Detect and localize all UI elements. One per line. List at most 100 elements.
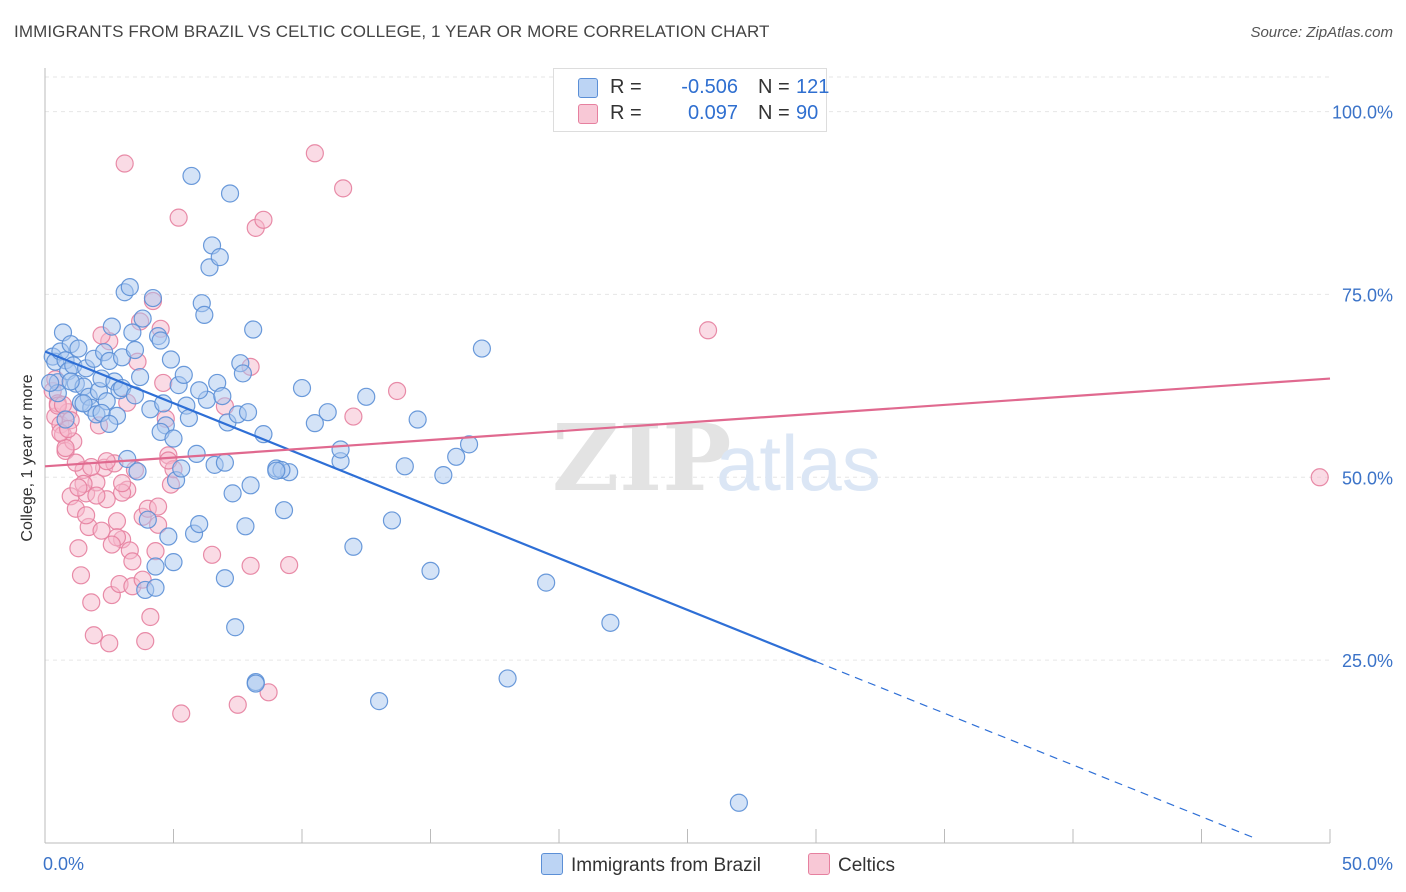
- celtics-point: [136, 632, 155, 651]
- bottom-legend-brazil: Immigrants from Brazil: [541, 853, 761, 877]
- y-tick-label: 25.0%: [1342, 651, 1393, 671]
- celtics-point: [172, 704, 191, 723]
- source-label: Source: ZipAtlas.com: [1250, 24, 1393, 41]
- brazil-point: [130, 367, 150, 387]
- brazil-point: [102, 317, 121, 336]
- brazil-point: [41, 373, 60, 393]
- brazil-point: [215, 453, 234, 472]
- brazil-point: [305, 414, 324, 433]
- brazil-point: [447, 447, 466, 466]
- brazil-point: [223, 484, 242, 503]
- brazil-point: [459, 435, 479, 454]
- brazil-point: [69, 339, 88, 358]
- brazil-point: [274, 501, 294, 520]
- celtics-point: [66, 453, 85, 472]
- watermark-atlas: atlas: [716, 419, 881, 507]
- legend-swatch-celtics: [578, 104, 598, 124]
- celtics-trend-line: [44, 377, 1331, 468]
- brazil-point: [421, 561, 440, 581]
- brazil-point: [61, 372, 80, 391]
- brazil-point: [241, 476, 260, 495]
- brazil-point: [120, 278, 139, 297]
- brazil-point: [370, 692, 389, 711]
- celtics-point: [87, 486, 106, 505]
- celtics-point: [305, 144, 324, 163]
- brazil-point: [182, 166, 201, 186]
- legend-swatch-brazil: [578, 78, 598, 98]
- brazil-point: [601, 613, 620, 632]
- brazil-point: [100, 414, 119, 433]
- celtics-point: [146, 542, 165, 561]
- bottom-label-celtics: Celtics: [838, 855, 896, 876]
- bottom-swatch-celtics: [808, 853, 830, 875]
- celtics-point: [259, 683, 278, 702]
- brazil-point: [159, 527, 178, 546]
- brazil-point: [146, 557, 165, 576]
- brazil-point: [118, 449, 137, 469]
- brazil-point: [292, 378, 312, 398]
- brazil-point: [187, 444, 206, 463]
- brazil-point: [213, 386, 232, 406]
- celtics-point: [228, 695, 247, 714]
- celtics-point: [344, 407, 363, 426]
- brazil-point: [267, 461, 286, 480]
- brazil-point: [498, 669, 517, 688]
- celtics-point: [154, 373, 173, 393]
- celtics-point: [159, 451, 178, 470]
- brazil-point: [128, 462, 147, 481]
- celtics-point: [387, 381, 407, 401]
- brazil-point: [174, 365, 193, 384]
- brazil-point: [729, 793, 749, 812]
- brazil-point: [143, 288, 163, 308]
- brazil-point: [238, 403, 258, 422]
- legend-r-value-celtics: 0.097: [687, 102, 738, 124]
- brazil-point: [125, 340, 145, 360]
- celtics-point: [169, 208, 188, 227]
- celtics-point: [102, 535, 121, 554]
- brazil-point: [344, 537, 363, 556]
- brazil-point: [331, 440, 350, 459]
- brazil-point: [215, 569, 234, 588]
- legend-r-label: R =: [610, 76, 642, 98]
- brazil-trend-extension: [815, 661, 1254, 838]
- celtics-point: [123, 552, 142, 571]
- legend-r-label: R =: [610, 102, 642, 124]
- celtics-point: [202, 545, 222, 564]
- brazil-point: [195, 305, 214, 325]
- legend-r-value-brazil: -0.506: [681, 76, 738, 98]
- brazil-point: [318, 403, 337, 422]
- brazil-point: [395, 457, 414, 476]
- brazil-point: [146, 578, 165, 597]
- brazil-point: [220, 184, 240, 203]
- celtics-point: [92, 521, 111, 540]
- brazil-point: [164, 553, 183, 572]
- brazil-point: [236, 517, 255, 536]
- brazil-point: [382, 511, 402, 530]
- brazil-point: [210, 248, 229, 267]
- brazil-trend-line: [44, 350, 817, 663]
- brazil-point: [434, 465, 453, 485]
- celtics-point: [112, 474, 132, 493]
- celtics-point: [241, 556, 260, 575]
- x-tick-label-max: 50.0%: [1342, 854, 1393, 874]
- brazil-point: [151, 331, 170, 350]
- celtics-point: [82, 457, 101, 477]
- brazil-point: [133, 309, 152, 328]
- brazil-point: [226, 618, 245, 637]
- celtics-point: [71, 566, 91, 585]
- celtics-point: [69, 478, 88, 497]
- legend-n-value-brazil: 121: [796, 76, 830, 98]
- brazil-point: [537, 573, 556, 592]
- celtics-point: [698, 321, 718, 340]
- brazil-point: [472, 339, 491, 358]
- y-tick-label: 100.0%: [1332, 103, 1393, 123]
- celtics-point: [280, 555, 299, 575]
- brazil-point: [408, 410, 427, 429]
- brazil-point: [123, 323, 142, 342]
- celtics-point: [115, 154, 134, 173]
- brazil-point: [190, 381, 209, 400]
- brazil-point: [74, 394, 93, 413]
- brazil-point: [233, 364, 252, 383]
- celtics-point: [334, 179, 353, 198]
